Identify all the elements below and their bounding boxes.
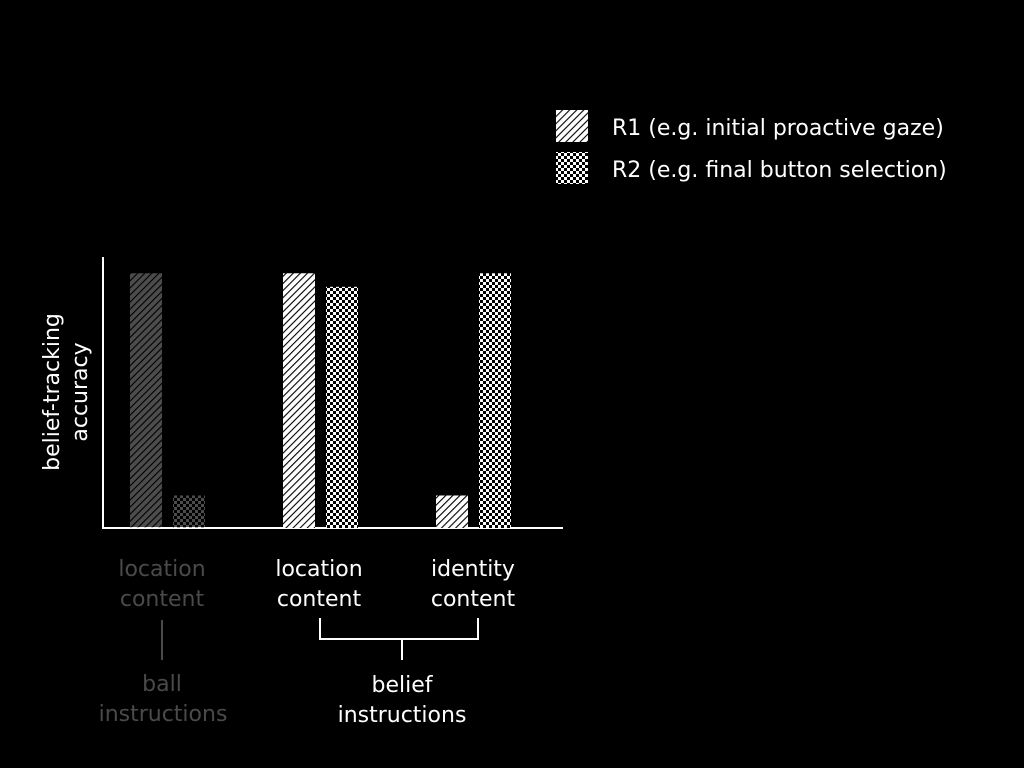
- y-axis-label-line-1: belief-tracking: [40, 313, 65, 471]
- category-label-3-line-1: identity: [431, 557, 515, 582]
- bar-r1-category-2: [283, 273, 315, 528]
- legend-swatch-r2: [556, 152, 588, 184]
- legend: R1 (e.g. initial proactive gaze) R2 (e.g…: [556, 110, 947, 184]
- group-label-ball-line-1: ball: [142, 672, 182, 697]
- bar-r1-category-1: [130, 273, 162, 528]
- group-label-belief-line-2: instructions: [338, 703, 467, 728]
- category-label-2-line-1: location: [275, 557, 362, 582]
- category-label-1-line-1: location: [118, 557, 205, 582]
- category-label-1-line-2: content: [120, 587, 205, 612]
- group-label-belief-line-1: belief: [371, 673, 433, 698]
- legend-label-r2: R2 (e.g. final button selection): [612, 158, 947, 183]
- bars: [130, 273, 511, 528]
- bar-r1-category-3: [436, 495, 468, 528]
- category-label-2-line-2: content: [277, 587, 362, 612]
- bar-r2-category-2: [326, 286, 358, 528]
- category-label-3-line-2: content: [431, 587, 516, 612]
- group-label-ball-line-2: instructions: [99, 702, 228, 727]
- legend-label-r1: R1 (e.g. initial proactive gaze): [612, 116, 944, 141]
- belief-group-bracket: [319, 618, 479, 660]
- bar-r2-category-1: [173, 495, 205, 528]
- bar-r2-category-3: [479, 273, 511, 528]
- y-axis-label-line-2: accuracy: [68, 342, 93, 441]
- legend-swatch-r1: [556, 110, 588, 142]
